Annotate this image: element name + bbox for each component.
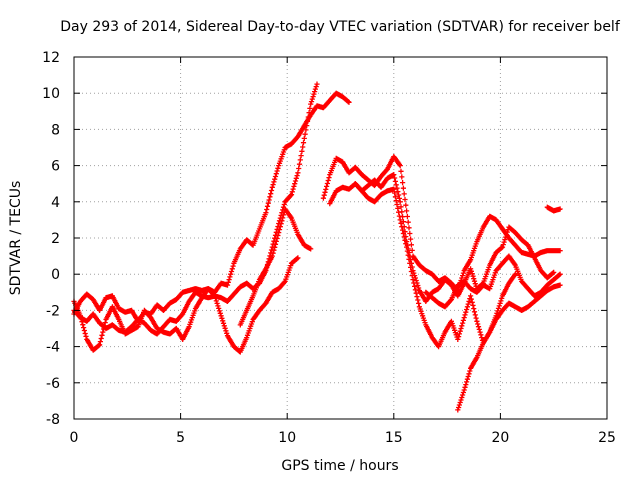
chart-title: Day 293 of 2014, Sidereal Day-to-day VTE… [60, 19, 621, 35]
x-tick-label: 10 [278, 430, 296, 446]
y-tick-label: -2 [46, 303, 60, 319]
series-s4 [237, 206, 314, 328]
y-tick-label: 8 [51, 122, 60, 138]
y-tick-label: -8 [46, 412, 60, 428]
series-s10 [544, 204, 563, 214]
series-s1-points [71, 90, 352, 324]
series-s5-points [320, 154, 563, 294]
series-s7 [352, 181, 518, 350]
series-s8 [423, 253, 563, 310]
x-axis-title: GPS time / hours [281, 458, 398, 474]
series-s9-points [455, 282, 563, 413]
series-s4-points [237, 206, 314, 328]
y-tick-label: -6 [46, 376, 60, 392]
y-tick-label: 10 [42, 86, 60, 102]
y-tick-label: 2 [51, 231, 60, 247]
series-s7-points [352, 181, 518, 350]
y-tick-label: 12 [42, 50, 60, 66]
y-tick-label: -4 [46, 340, 60, 356]
x-tick-label: 25 [598, 430, 616, 446]
x-tick-label: 5 [176, 430, 185, 446]
series-s8-points [423, 253, 563, 310]
data-marks [71, 81, 563, 413]
y-tick-label: 0 [51, 267, 60, 283]
axis-ticks: 0 5 10 15 20 25 -8 -6 -4 -2 0 2 4 6 8 10 12 [42, 50, 616, 446]
series-s5 [320, 154, 563, 294]
series-s1 [71, 90, 352, 324]
series-s10-points [544, 204, 563, 214]
x-tick-label: 20 [491, 430, 509, 446]
y-tick-label: 4 [51, 195, 60, 211]
series-s9 [455, 282, 563, 413]
y-tick-label: 6 [51, 159, 60, 175]
x-tick-label: 0 [70, 430, 79, 446]
y-axis-title: SDTVAR / TECUs [8, 181, 24, 296]
plot-frame [73, 56, 608, 420]
x-tick-label: 15 [385, 430, 403, 446]
grid-lines [74, 57, 607, 419]
